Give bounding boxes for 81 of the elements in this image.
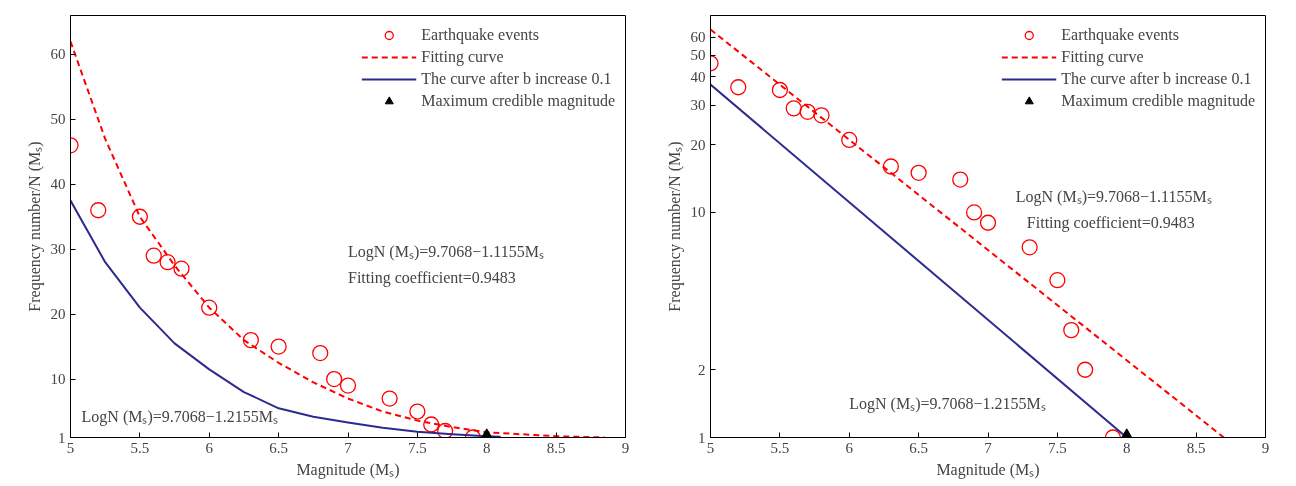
x-tick-label: 7.5 — [1048, 439, 1067, 456]
y-tick-label: 20 — [690, 136, 706, 153]
point — [965, 204, 983, 221]
legend-label: Maximum credible magnitude — [421, 92, 615, 110]
x-tick-label: 5 — [66, 439, 75, 456]
y-tick-label: 60 — [50, 46, 66, 63]
y-tick-label: 50 — [690, 47, 706, 64]
y-tick-label: 30 — [690, 97, 706, 114]
point — [173, 260, 190, 277]
point — [90, 202, 107, 219]
y-tick-label: 60 — [690, 29, 706, 46]
point — [409, 403, 426, 420]
y-axis-title: Frequency number/N (Mₛ) — [25, 141, 44, 312]
y-axis-title: Frequency number/N (Mₛ) — [665, 141, 684, 312]
y-tick-label: 40 — [50, 176, 66, 193]
point — [1021, 239, 1038, 256]
point — [841, 131, 858, 149]
x-tick-label: 8 — [1123, 439, 1131, 456]
x-tick-label: 7.5 — [408, 439, 427, 456]
point — [201, 299, 218, 316]
x-tick-label: 8 — [483, 439, 491, 456]
point — [423, 416, 440, 433]
point — [1076, 361, 1094, 378]
x-axis-title: Magnitude (Mₛ) — [936, 460, 1040, 479]
annotation: Fitting coefficient=0.9483 — [348, 268, 516, 287]
x-tick-label: 5.5 — [130, 439, 150, 456]
x-tick-label: 9 — [621, 439, 630, 456]
point — [813, 107, 830, 124]
y-tick-label: 30 — [50, 241, 66, 258]
point — [312, 344, 329, 362]
point — [771, 81, 789, 99]
x-tick-label: 5 — [706, 439, 715, 456]
annotation: LogN (Mₛ)=9.7068−1.1155Mₛ — [1015, 188, 1212, 207]
x-tick-label: 5.5 — [770, 439, 790, 456]
annotation: Fitting coefficient=0.9483 — [1026, 213, 1195, 232]
point — [730, 79, 747, 96]
point — [242, 331, 260, 349]
annotation: LogN (Mₛ)=9.7068−1.1155Mₛ — [348, 243, 544, 262]
legend-label: Earthquake events — [1061, 26, 1179, 44]
x-tick-label: 7 — [984, 439, 993, 456]
point — [339, 377, 357, 394]
point — [910, 164, 927, 181]
y-tick-label: 10 — [690, 204, 706, 221]
x-tick-label: 6.5 — [909, 439, 928, 456]
y-tick-label: 1 — [698, 429, 706, 446]
point — [131, 208, 149, 225]
point — [159, 254, 176, 271]
point — [1049, 272, 1066, 289]
legend-label: The curve after b increase 0.1 — [1061, 70, 1252, 88]
x-tick-label: 6.5 — [269, 439, 288, 456]
x-tick-label: 6 — [205, 439, 214, 456]
point — [882, 158, 900, 175]
point — [145, 247, 162, 264]
point — [979, 214, 997, 231]
y-tick-label: 10 — [50, 371, 66, 388]
x-axis-title: Magnitude (Mₛ) — [296, 460, 400, 479]
x-tick-label: 9 — [1261, 439, 1270, 456]
point — [1063, 321, 1080, 339]
y-tick-label: 2 — [698, 361, 706, 378]
legend-label: The curve after b increase 0.1 — [421, 70, 612, 88]
legend-label: Fitting curve — [421, 48, 504, 66]
y-tick-label: 1 — [58, 429, 66, 446]
point — [952, 171, 969, 188]
point — [785, 100, 802, 117]
x-tick-label: 8.5 — [1186, 439, 1206, 456]
legend-label: Maximum credible magnitude — [1061, 92, 1255, 110]
y-tick-label: 40 — [690, 68, 706, 85]
annotation: LogN (Mₛ)=9.7068−1.2155Mₛ — [849, 395, 1046, 414]
y-tick-label: 20 — [50, 306, 66, 323]
point — [270, 338, 287, 355]
y-tick-label: 50 — [50, 111, 66, 128]
legend-label: Fitting curve — [1061, 48, 1144, 66]
x-tick-label: 8.5 — [546, 439, 566, 456]
x-tick-label: 7 — [344, 439, 353, 456]
point — [381, 390, 398, 407]
annotation: LogN (Mₛ)=9.7068−1.2155Mₛ — [81, 407, 279, 426]
x-tick-label: 6 — [845, 439, 854, 456]
point — [325, 370, 343, 388]
point — [799, 103, 816, 120]
point — [436, 422, 454, 438]
legend-label: Earthquake events — [421, 26, 539, 44]
